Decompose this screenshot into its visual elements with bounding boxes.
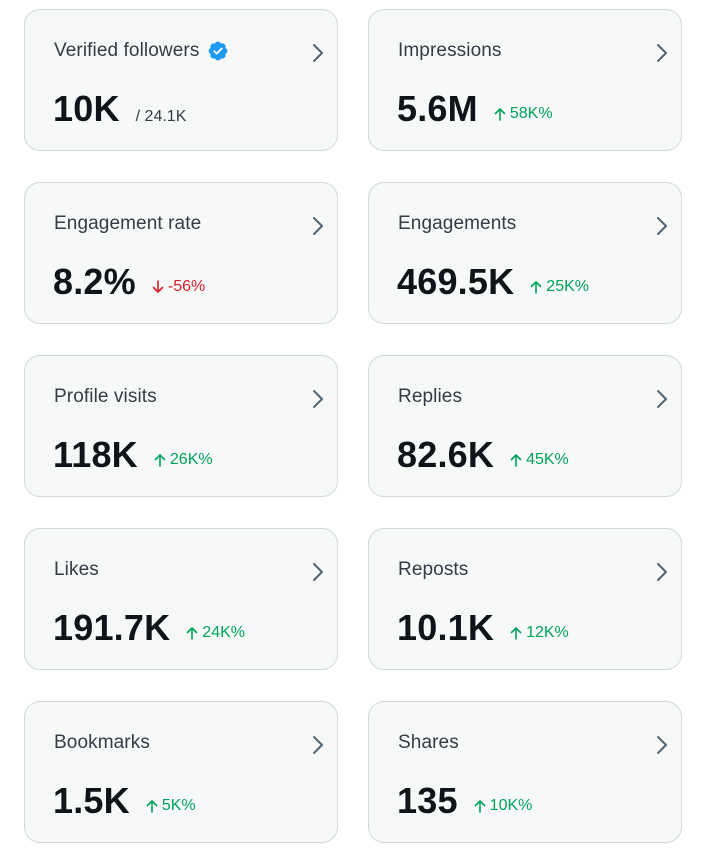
metric-row: 82.6K 45K% (397, 434, 569, 476)
card-bookmarks[interactable]: Bookmarks 1.5K 5K% (24, 701, 338, 843)
card-title-text: Verified followers (54, 40, 200, 61)
metric-value: 10K (53, 88, 120, 129)
metric-delta: 58K% (494, 105, 553, 123)
metric-value: 1.5K (53, 780, 130, 821)
arrow-up-icon (154, 454, 166, 467)
arrow-up-icon (510, 627, 522, 640)
card-profile-visits[interactable]: Profile visits 118K 26K% (24, 355, 338, 497)
arrow-up-icon (474, 800, 485, 813)
metric-row: 118K 26K% (53, 434, 213, 476)
metric-delta: 12K% (510, 624, 569, 642)
metric-delta: 26K% (154, 451, 213, 469)
chevron-right-icon[interactable] (655, 42, 669, 64)
chevron-right-icon[interactable] (655, 388, 669, 410)
card-likes[interactable]: Likes 191.7K 24K% (24, 528, 338, 670)
card-title: Replies (398, 386, 463, 407)
card-title: Engagements (398, 213, 517, 234)
card-impressions[interactable]: Impressions 5.6M 58K% (368, 9, 682, 151)
metric-delta-text: 26K% (169, 451, 213, 468)
card-title: Engagement rate (54, 213, 202, 234)
card-reposts[interactable]: Reposts 10.1K 12K% (368, 528, 682, 670)
chevron-right-icon[interactable] (311, 42, 325, 64)
metric-value: 8.2% (53, 261, 136, 302)
metric-value: 118K (53, 434, 138, 475)
arrow-up-icon (530, 281, 542, 294)
card-verified-followers[interactable]: Verified followers 10K / 24.1K (24, 9, 338, 151)
card-title: Reposts (398, 559, 469, 580)
arrow-up-icon (186, 627, 198, 640)
metric-total: / 24.1K (135, 108, 187, 125)
metric-delta: 10K% (474, 797, 533, 815)
metric-value: 135 (397, 780, 458, 821)
metric-delta-text: 12K% (526, 624, 569, 641)
chevron-right-icon[interactable] (655, 561, 669, 583)
metric-value: 82.6K (397, 434, 495, 475)
metric-delta-text: -56% (167, 278, 206, 295)
card-title: Likes (54, 559, 99, 580)
metric-row: 469.5K 25K% (397, 261, 589, 303)
arrow-down-icon (152, 280, 164, 293)
card-title: Verified followers (54, 40, 229, 62)
metric-delta: -56% (152, 278, 205, 296)
metric-delta: 25K% (530, 278, 589, 296)
chevron-right-icon[interactable] (655, 734, 669, 756)
metric-delta-text: 25K% (546, 278, 589, 295)
metric-delta: 45K% (510, 451, 569, 469)
card-engagements[interactable]: Engagements 469.5K 25K% (368, 182, 682, 324)
chevron-right-icon[interactable] (311, 215, 325, 237)
metric-row: 8.2% -56% (53, 261, 205, 303)
metric-row: 5.6M 58K% (397, 88, 553, 130)
metric-row: 1.5K 5K% (53, 780, 196, 822)
arrow-up-icon (510, 454, 522, 467)
card-engagement-rate[interactable]: Engagement rate 8.2% -56% (24, 182, 338, 324)
chevron-right-icon[interactable] (311, 388, 325, 410)
metric-row: 135 10K% (397, 780, 532, 822)
metric-row: 191.7K 24K% (53, 607, 245, 649)
chevron-right-icon[interactable] (311, 561, 325, 583)
metric-value: 5.6M (397, 88, 478, 129)
arrow-up-icon (146, 800, 158, 813)
chevron-right-icon[interactable] (311, 734, 325, 756)
metric-delta-text: 58K% (509, 105, 553, 122)
metric-delta-text: 10K% (489, 797, 533, 814)
metric-row: 10K / 24.1K (53, 88, 186, 130)
card-shares[interactable]: Shares 135 10K% (368, 701, 682, 843)
metric-delta-text: 24K% (202, 624, 245, 641)
metric-value: 191.7K (53, 607, 171, 648)
metric-delta-text: 45K% (526, 451, 569, 468)
card-title: Impressions (398, 40, 502, 61)
metric-delta: 24K% (186, 624, 245, 642)
verified-badge-icon (209, 41, 228, 61)
metric-delta-text: 5K% (161, 797, 196, 814)
chevron-right-icon[interactable] (655, 215, 669, 237)
metric-delta: 5K% (146, 797, 196, 815)
card-title: Bookmarks (54, 732, 150, 753)
card-title: Shares (398, 732, 459, 753)
card-title: Profile visits (54, 386, 157, 407)
metric-row: 10.1K 12K% (397, 607, 569, 649)
card-replies[interactable]: Replies 82.6K 45K% (368, 355, 682, 497)
metric-value: 10.1K (397, 607, 495, 648)
arrow-up-icon (494, 108, 506, 121)
metric-value: 469.5K (397, 261, 515, 302)
